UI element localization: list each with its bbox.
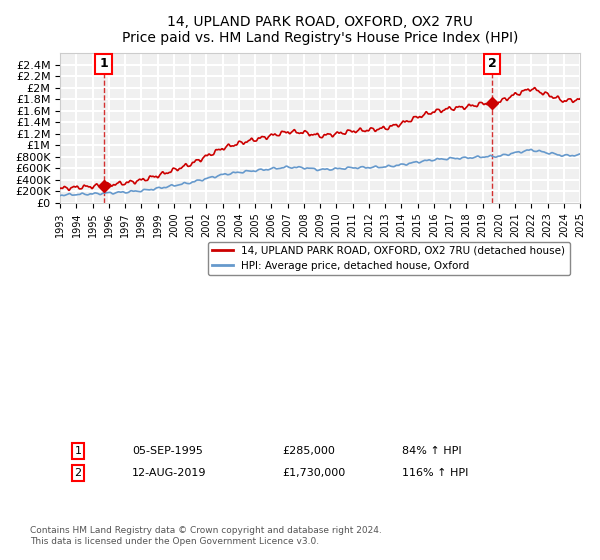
Text: 1: 1 [99, 57, 108, 70]
Text: 84% ↑ HPI: 84% ↑ HPI [402, 446, 461, 456]
Text: 12-AUG-2019: 12-AUG-2019 [132, 468, 206, 478]
Legend: 14, UPLAND PARK ROAD, OXFORD, OX2 7RU (detached house), HPI: Average price, deta: 14, UPLAND PARK ROAD, OXFORD, OX2 7RU (d… [208, 242, 569, 276]
Text: 2: 2 [74, 468, 82, 478]
Title: 14, UPLAND PARK ROAD, OXFORD, OX2 7RU
Price paid vs. HM Land Registry's House Pr: 14, UPLAND PARK ROAD, OXFORD, OX2 7RU Pr… [122, 15, 518, 45]
Text: 05-SEP-1995: 05-SEP-1995 [132, 446, 203, 456]
Text: £285,000: £285,000 [282, 446, 335, 456]
Text: Contains HM Land Registry data © Crown copyright and database right 2024.
This d: Contains HM Land Registry data © Crown c… [30, 526, 382, 546]
Text: 2: 2 [488, 57, 497, 70]
Text: 1: 1 [74, 446, 82, 456]
Text: 116% ↑ HPI: 116% ↑ HPI [402, 468, 469, 478]
Text: £1,730,000: £1,730,000 [282, 468, 345, 478]
